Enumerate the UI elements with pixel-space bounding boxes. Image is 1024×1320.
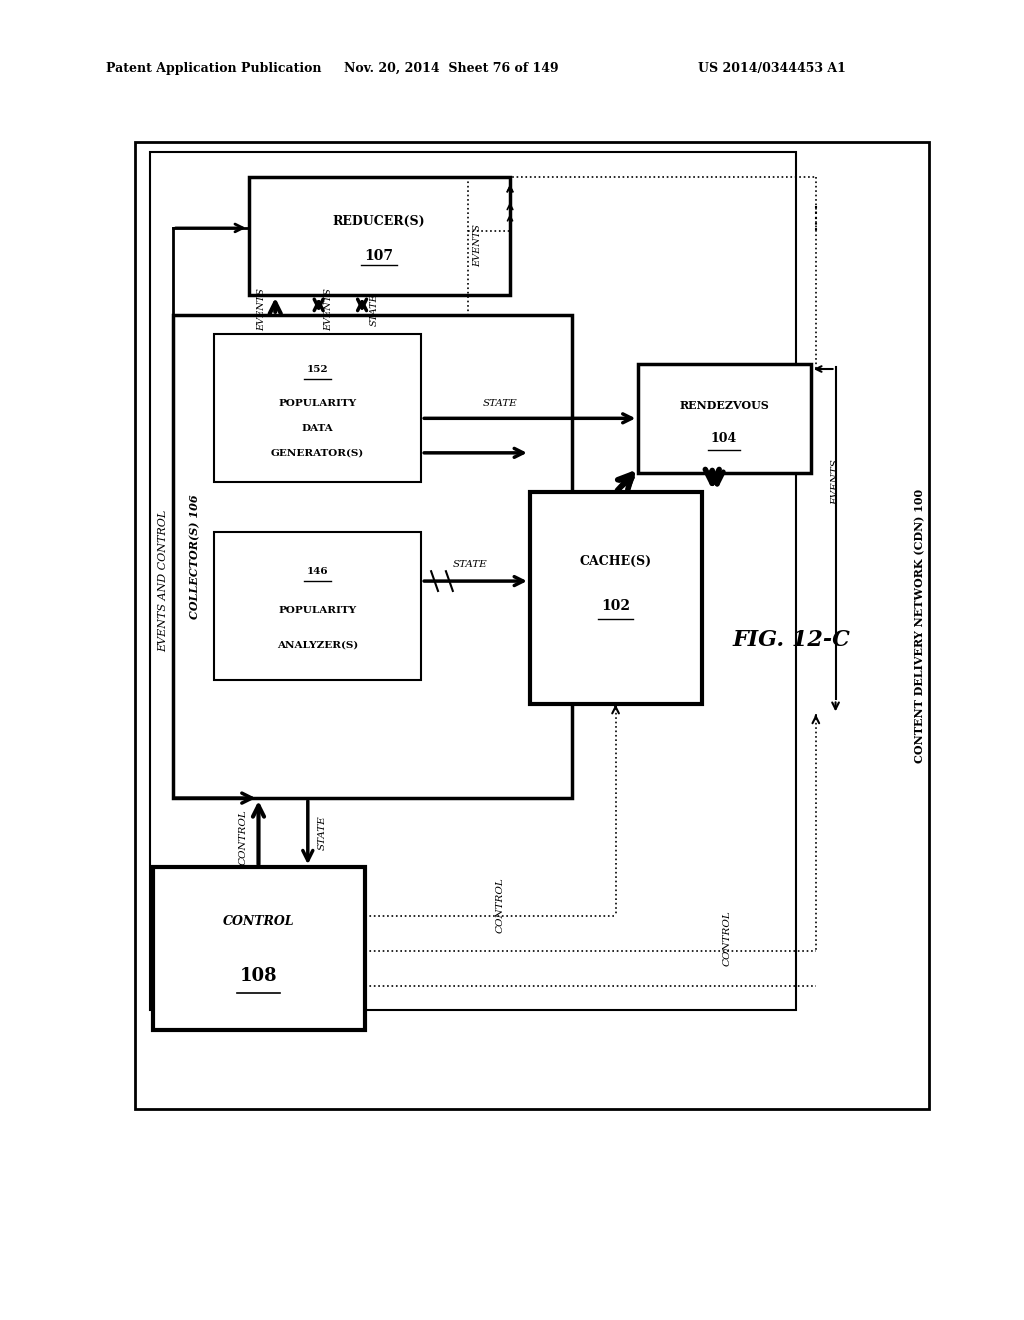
Bar <box>249 177 510 294</box>
Bar <box>214 532 421 680</box>
Text: CONTROL: CONTROL <box>496 876 505 932</box>
Text: Patent Application Publication: Patent Application Publication <box>105 62 322 75</box>
Text: CONTENT DELIVERY NETWORK (CDN) 100: CONTENT DELIVERY NETWORK (CDN) 100 <box>913 488 925 763</box>
Bar <box>173 314 572 799</box>
Text: CONTROL: CONTROL <box>239 809 247 866</box>
Text: GENERATOR(S): GENERATOR(S) <box>271 449 365 457</box>
Text: STATE: STATE <box>482 399 517 408</box>
Bar <box>150 152 796 1010</box>
Text: US 2014/0344453 A1: US 2014/0344453 A1 <box>697 62 846 75</box>
Text: 104: 104 <box>711 432 737 445</box>
Text: EVENTS: EVENTS <box>257 288 266 331</box>
Text: STATE: STATE <box>454 560 488 569</box>
Text: Nov. 20, 2014  Sheet 76 of 149: Nov. 20, 2014 Sheet 76 of 149 <box>343 62 558 75</box>
Text: REDUCER(S): REDUCER(S) <box>333 215 425 227</box>
Text: RENDEZVOUS: RENDEZVOUS <box>679 400 769 411</box>
Text: EVENTS AND CONTROL: EVENTS AND CONTROL <box>158 510 168 652</box>
Text: 146: 146 <box>307 566 329 576</box>
Text: POPULARITY: POPULARITY <box>279 399 356 408</box>
Text: EVENTS: EVENTS <box>473 224 482 267</box>
Text: POPULARITY: POPULARITY <box>279 606 356 615</box>
Text: CONTROL: CONTROL <box>723 911 731 966</box>
Text: FIG. 12-C: FIG. 12-C <box>732 630 850 651</box>
Text: ANALYZER(S): ANALYZER(S) <box>278 640 358 649</box>
Text: EVENTS: EVENTS <box>831 459 840 506</box>
Text: STATE: STATE <box>370 293 379 326</box>
Text: STATE: STATE <box>318 816 327 850</box>
Text: 102: 102 <box>601 599 630 612</box>
Text: CACHE(S): CACHE(S) <box>580 554 651 568</box>
Text: 108: 108 <box>240 966 278 985</box>
Text: CONTROL: CONTROL <box>223 915 294 928</box>
Bar <box>529 492 702 705</box>
Text: 107: 107 <box>365 248 393 263</box>
Text: DATA: DATA <box>302 424 334 433</box>
Bar <box>135 143 929 1109</box>
Bar <box>214 334 421 482</box>
Text: EVENTS: EVENTS <box>324 288 333 331</box>
Bar <box>638 364 811 473</box>
Text: COLLECTOR(S) 106: COLLECTOR(S) 106 <box>188 494 200 619</box>
Bar <box>153 867 365 1030</box>
Text: 152: 152 <box>307 364 329 374</box>
